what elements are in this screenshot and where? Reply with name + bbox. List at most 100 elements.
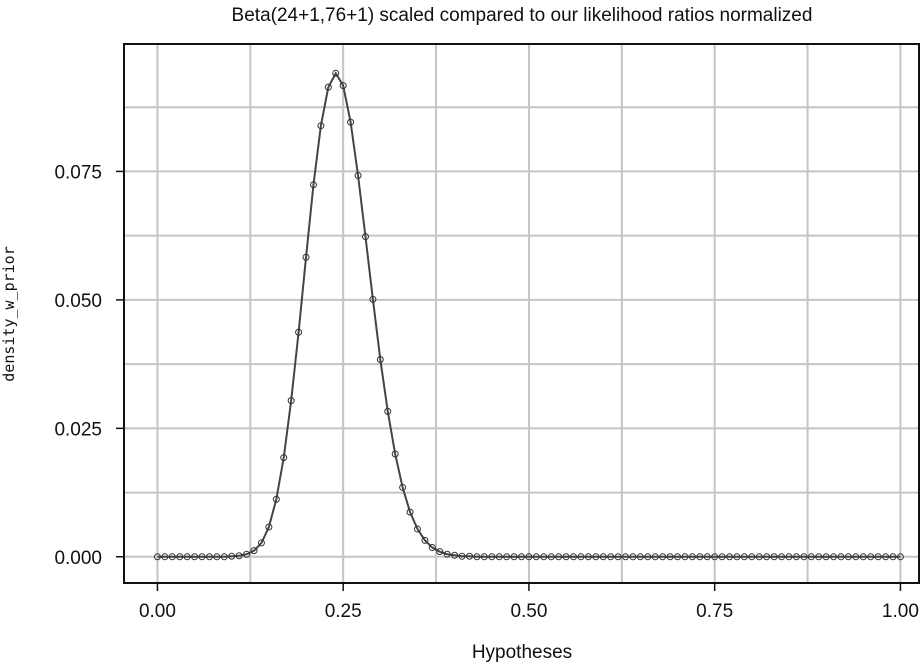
- data-point: [874, 553, 882, 561]
- data-point: [525, 553, 533, 561]
- data-point: [272, 495, 280, 503]
- data-point: [696, 553, 704, 561]
- x-tick-label: 1.00: [882, 601, 919, 622]
- data-point: [718, 553, 726, 561]
- data-point: [443, 550, 451, 558]
- y-tick-label: 0.075: [54, 162, 102, 183]
- data-point: [458, 552, 466, 560]
- data-point: [161, 553, 169, 561]
- data-point: [681, 553, 689, 561]
- data-point: [488, 553, 496, 561]
- data-point: [896, 553, 904, 561]
- data-point: [659, 553, 667, 561]
- data-point: [339, 82, 347, 90]
- data-point: [599, 553, 607, 561]
- data-point: [510, 553, 518, 561]
- y-tick-label: 0.050: [54, 291, 102, 312]
- data-point: [703, 553, 711, 561]
- data-point: [309, 181, 317, 189]
- data-point: [755, 553, 763, 561]
- data-point: [198, 553, 206, 561]
- data-point: [844, 553, 852, 561]
- data-point: [503, 553, 511, 561]
- data-point: [800, 553, 808, 561]
- data-point: [666, 553, 674, 561]
- data-point: [465, 552, 473, 560]
- data-point: [592, 553, 600, 561]
- data-point: [733, 553, 741, 561]
- data-point: [748, 553, 756, 561]
- data-point: [614, 553, 622, 561]
- data-point: [205, 553, 213, 561]
- data-point: [852, 553, 860, 561]
- data-point: [302, 253, 310, 261]
- data-point: [347, 118, 355, 126]
- data-point: [235, 552, 243, 560]
- data-point: [740, 553, 748, 561]
- series-layer: [153, 69, 904, 561]
- data-point: [859, 553, 867, 561]
- data-point: [867, 553, 875, 561]
- x-tick-label: 0.00: [139, 601, 176, 622]
- data-point: [257, 539, 265, 547]
- data-point: [153, 553, 161, 561]
- data-point: [792, 553, 800, 561]
- data-point: [688, 553, 696, 561]
- data-point: [540, 553, 548, 561]
- data-point: [391, 450, 399, 458]
- data-point: [265, 523, 273, 531]
- y-axis-label: density_w_prior: [0, 246, 18, 381]
- data-point: [413, 525, 421, 533]
- data-point: [555, 553, 563, 561]
- data-point: [629, 553, 637, 561]
- data-point: [674, 553, 682, 561]
- data-point: [830, 553, 838, 561]
- data-point: [636, 553, 644, 561]
- data-point: [399, 483, 407, 491]
- data-point: [480, 553, 488, 561]
- data-point: [369, 295, 377, 303]
- data-point: [213, 553, 221, 561]
- data-point: [287, 397, 295, 405]
- data-point: [228, 552, 236, 560]
- data-point: [384, 407, 392, 415]
- data-point: [622, 553, 630, 561]
- plot-area: [123, 43, 920, 584]
- data-point: [562, 553, 570, 561]
- data-point: [547, 553, 555, 561]
- data-point: [807, 553, 815, 561]
- data-point: [354, 172, 362, 180]
- data-point: [785, 553, 793, 561]
- data-point: [324, 83, 332, 91]
- data-point: [815, 553, 823, 561]
- data-point: [406, 508, 414, 516]
- data-point: [644, 553, 652, 561]
- data-point: [280, 454, 288, 462]
- data-point: [778, 553, 786, 561]
- data-point: [822, 553, 830, 561]
- data-point: [518, 553, 525, 561]
- data-point: [837, 553, 845, 561]
- data-point: [183, 553, 191, 561]
- data-point: [317, 122, 325, 130]
- data-point: [243, 550, 251, 558]
- data-point: [361, 233, 369, 241]
- y-tick-label: 0.000: [54, 548, 102, 569]
- data-point: [451, 551, 459, 559]
- data-point: [376, 355, 384, 363]
- data-point: [770, 553, 778, 561]
- data-point: [421, 536, 429, 544]
- data-point: [889, 553, 897, 561]
- data-point: [651, 553, 659, 561]
- data-point: [168, 553, 176, 561]
- data-point: [607, 553, 615, 561]
- data-point: [220, 553, 228, 561]
- data-point: [428, 544, 436, 552]
- x-tick-label: 0.25: [325, 601, 362, 622]
- data-point: [332, 69, 340, 77]
- data-point: [577, 553, 585, 561]
- data-point: [711, 553, 719, 561]
- data-point: [250, 547, 258, 555]
- x-axis: 0.00 0.25 0.50 0.75 1.00: [139, 583, 919, 622]
- data-point: [436, 548, 444, 556]
